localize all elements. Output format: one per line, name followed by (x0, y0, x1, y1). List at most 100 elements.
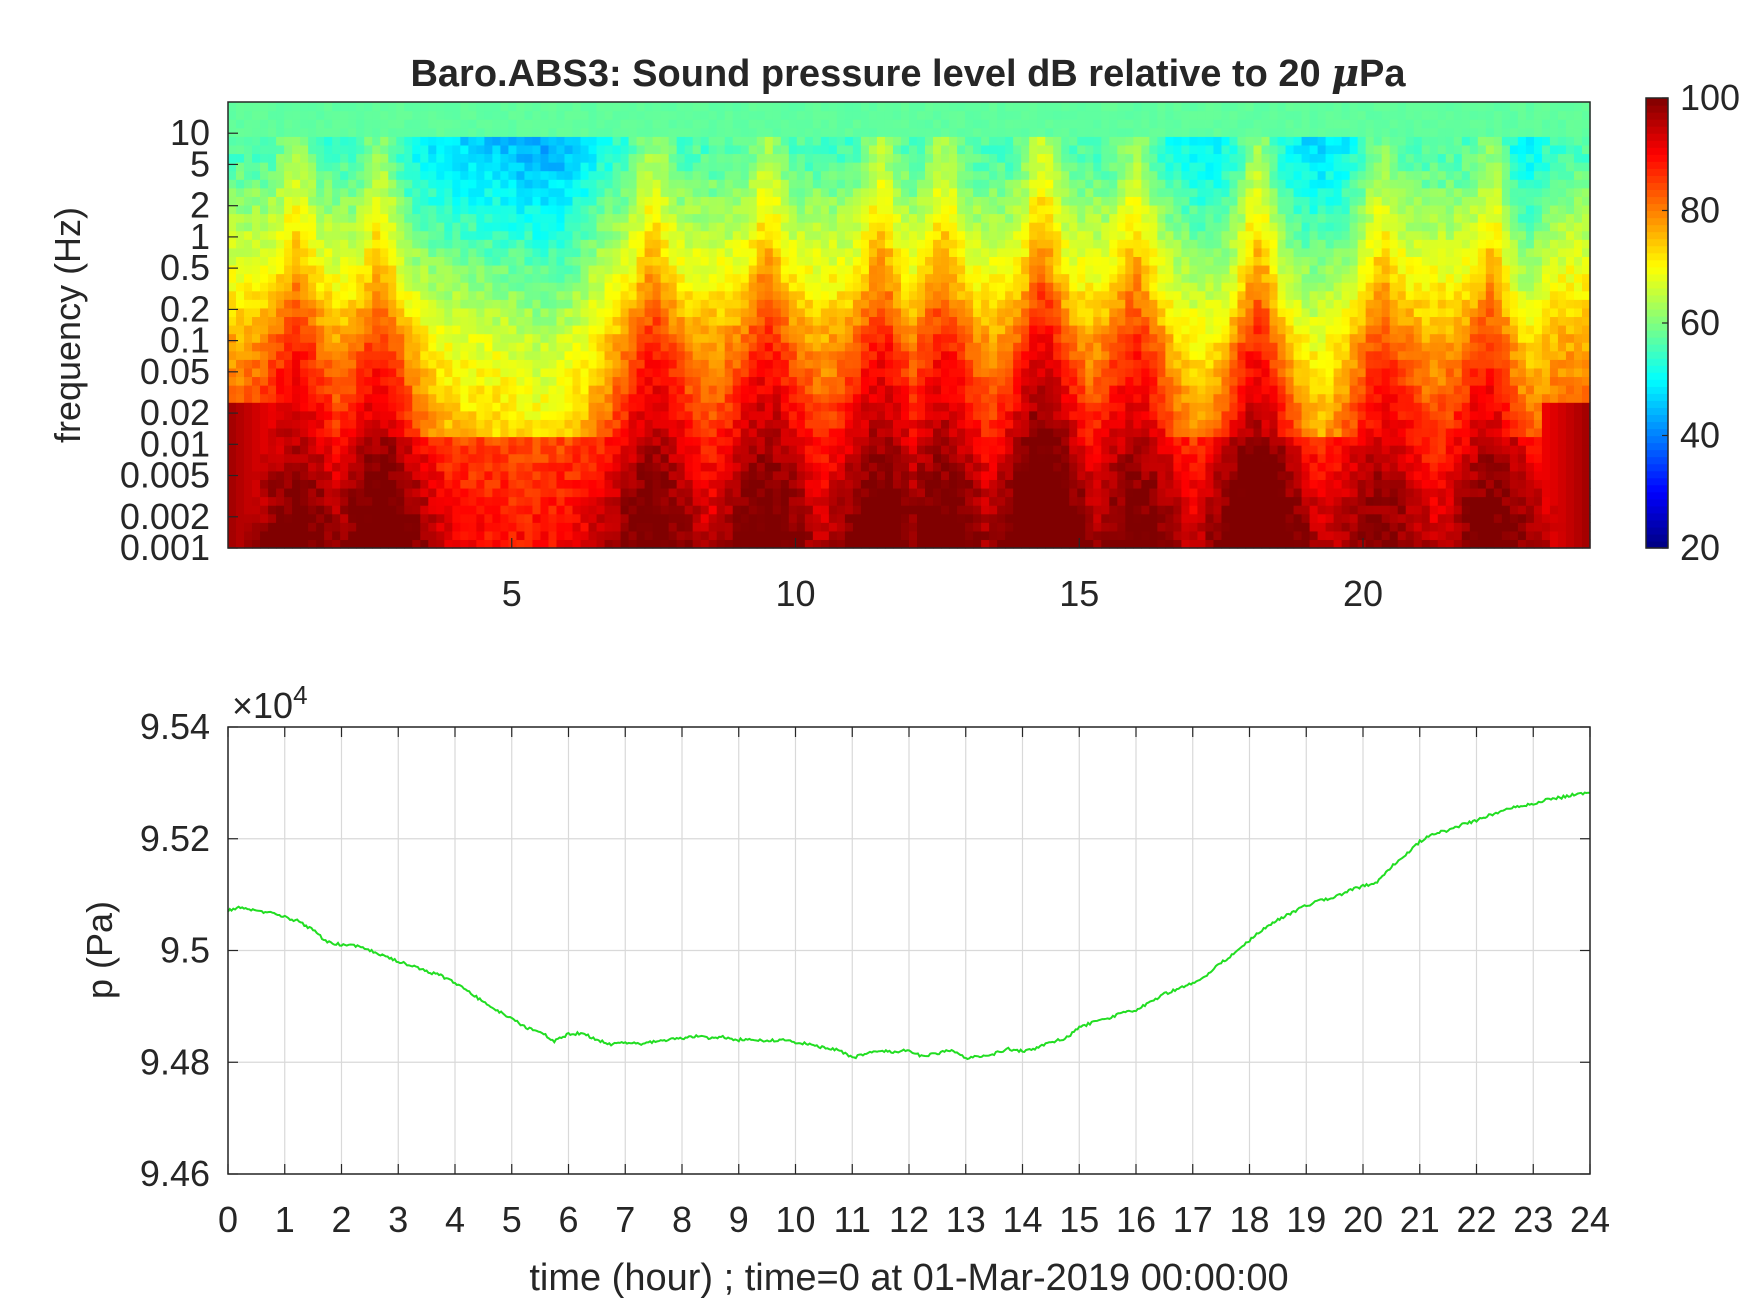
spectrogram-cell (925, 213, 934, 223)
spectrogram-cell (396, 445, 405, 455)
spectrogram-cell (981, 539, 990, 549)
spectrogram-cell (941, 162, 950, 172)
spectrogram-cell (348, 445, 357, 455)
spectrogram-cell (308, 162, 317, 172)
spectrogram-cell (300, 539, 309, 549)
spectrogram-cell (444, 333, 453, 343)
spectrogram-cell (468, 487, 477, 498)
spectrogram-cell (772, 385, 782, 395)
spectrogram-cell (965, 127, 974, 137)
spectrogram-cell (780, 325, 790, 335)
spectrogram-cell (644, 213, 654, 223)
spectrogram-cell (780, 153, 790, 163)
spectrogram-cell (332, 230, 341, 240)
spectrogram-cell (933, 102, 942, 112)
spectrogram-cell (260, 530, 269, 541)
spectrogram-cell (500, 153, 510, 163)
spectrogram-cell (892, 402, 902, 412)
spectrogram-cell (316, 496, 325, 506)
spectrogram-cell (644, 367, 654, 378)
spectrogram-cell (949, 222, 958, 232)
spectrogram-cell (949, 427, 958, 438)
spectrogram-cell (716, 376, 726, 386)
spectrogram-cell (900, 222, 910, 232)
spectrogram-cell (348, 204, 357, 215)
spectrogram-cell (844, 119, 854, 129)
spectrogram-cell (620, 513, 630, 523)
spectrogram-cell (444, 445, 453, 455)
spectrogram-cell (636, 445, 646, 455)
spectrogram-cell (828, 530, 838, 541)
spectrogram-cell (468, 136, 477, 146)
spectrogram-cell (636, 196, 646, 206)
spectrogram-cell (684, 539, 694, 549)
spectrogram-cell (965, 402, 974, 412)
spectrogram-cell (933, 385, 942, 395)
spectrogram-cell (852, 119, 862, 129)
spectrogram-cell (404, 290, 413, 300)
spectrogram-cell (804, 213, 814, 223)
spectrogram-cell (909, 230, 918, 240)
spectrogram-cell (324, 419, 333, 429)
spectrogram-cell (348, 230, 357, 240)
spectrogram-cell (244, 350, 253, 360)
spectrogram-cell (284, 307, 293, 318)
spectrogram-cell (732, 316, 742, 326)
spectrogram-cell (524, 393, 534, 403)
spectrogram-cell (516, 376, 526, 386)
spectrogram-cell (364, 350, 373, 360)
spectrogram-cell (460, 479, 469, 489)
spectrogram-cell (756, 505, 766, 515)
spectrogram-cell (316, 264, 325, 275)
spectrogram-cell (260, 136, 269, 146)
spectrogram-cell (716, 196, 726, 206)
spectrogram-cell (708, 239, 718, 249)
spectrogram-cell (508, 350, 518, 360)
spectrogram-cell (436, 402, 445, 412)
spectrogram-cell (524, 342, 534, 352)
spectrogram-cell (508, 445, 518, 455)
spectrogram-cell (836, 264, 846, 275)
spectrogram-cell (788, 256, 798, 266)
spectrogram-cell (900, 290, 910, 300)
spectrogram-cell (308, 256, 317, 266)
spectrogram-cell (604, 325, 614, 335)
spectrogram-cell (324, 196, 333, 206)
spectrogram-cell (468, 513, 477, 523)
spectrogram-cell (892, 162, 902, 172)
spectrogram-cell (236, 479, 245, 489)
spectrogram-cell (588, 462, 598, 472)
spectrogram-cell (260, 204, 269, 215)
spectrogram-cell (949, 110, 958, 120)
spectrogram-cell (796, 479, 806, 489)
spectrogram-cell (476, 153, 485, 163)
spectrogram-cell (636, 290, 646, 300)
spectrogram-cell (460, 204, 469, 215)
spectrogram-cell (564, 385, 574, 395)
spectrogram-cell (852, 179, 862, 189)
spectrogram-cell (588, 213, 598, 223)
spectrogram-cell (356, 282, 365, 292)
spectrogram-cell (300, 367, 309, 378)
spectrogram-cell (564, 342, 574, 352)
spectrogram-cell (644, 127, 654, 137)
spectrogram-cell (628, 204, 638, 215)
spectrogram-cell (460, 127, 469, 137)
spectrogram-cell (460, 222, 469, 232)
spectrogram-cell (981, 316, 990, 326)
spectrogram-cell (228, 539, 237, 549)
spectrogram-cell (949, 316, 958, 326)
spectrogram-cell (692, 307, 702, 318)
spectrogram-cell (788, 436, 798, 446)
spectrogram-cell (965, 513, 974, 523)
spectrogram-cell (941, 239, 950, 249)
spectrogram-cell (460, 196, 469, 206)
spectrogram-cell (412, 204, 421, 215)
spectrogram-cell (652, 539, 662, 549)
spectrogram-cell (892, 505, 902, 515)
spectrogram-cell (380, 350, 389, 360)
spectrogram-cell (420, 187, 429, 197)
spectrogram-cell (524, 119, 534, 129)
spectrogram-cell (300, 204, 309, 215)
spectrogram-cell (884, 179, 894, 189)
